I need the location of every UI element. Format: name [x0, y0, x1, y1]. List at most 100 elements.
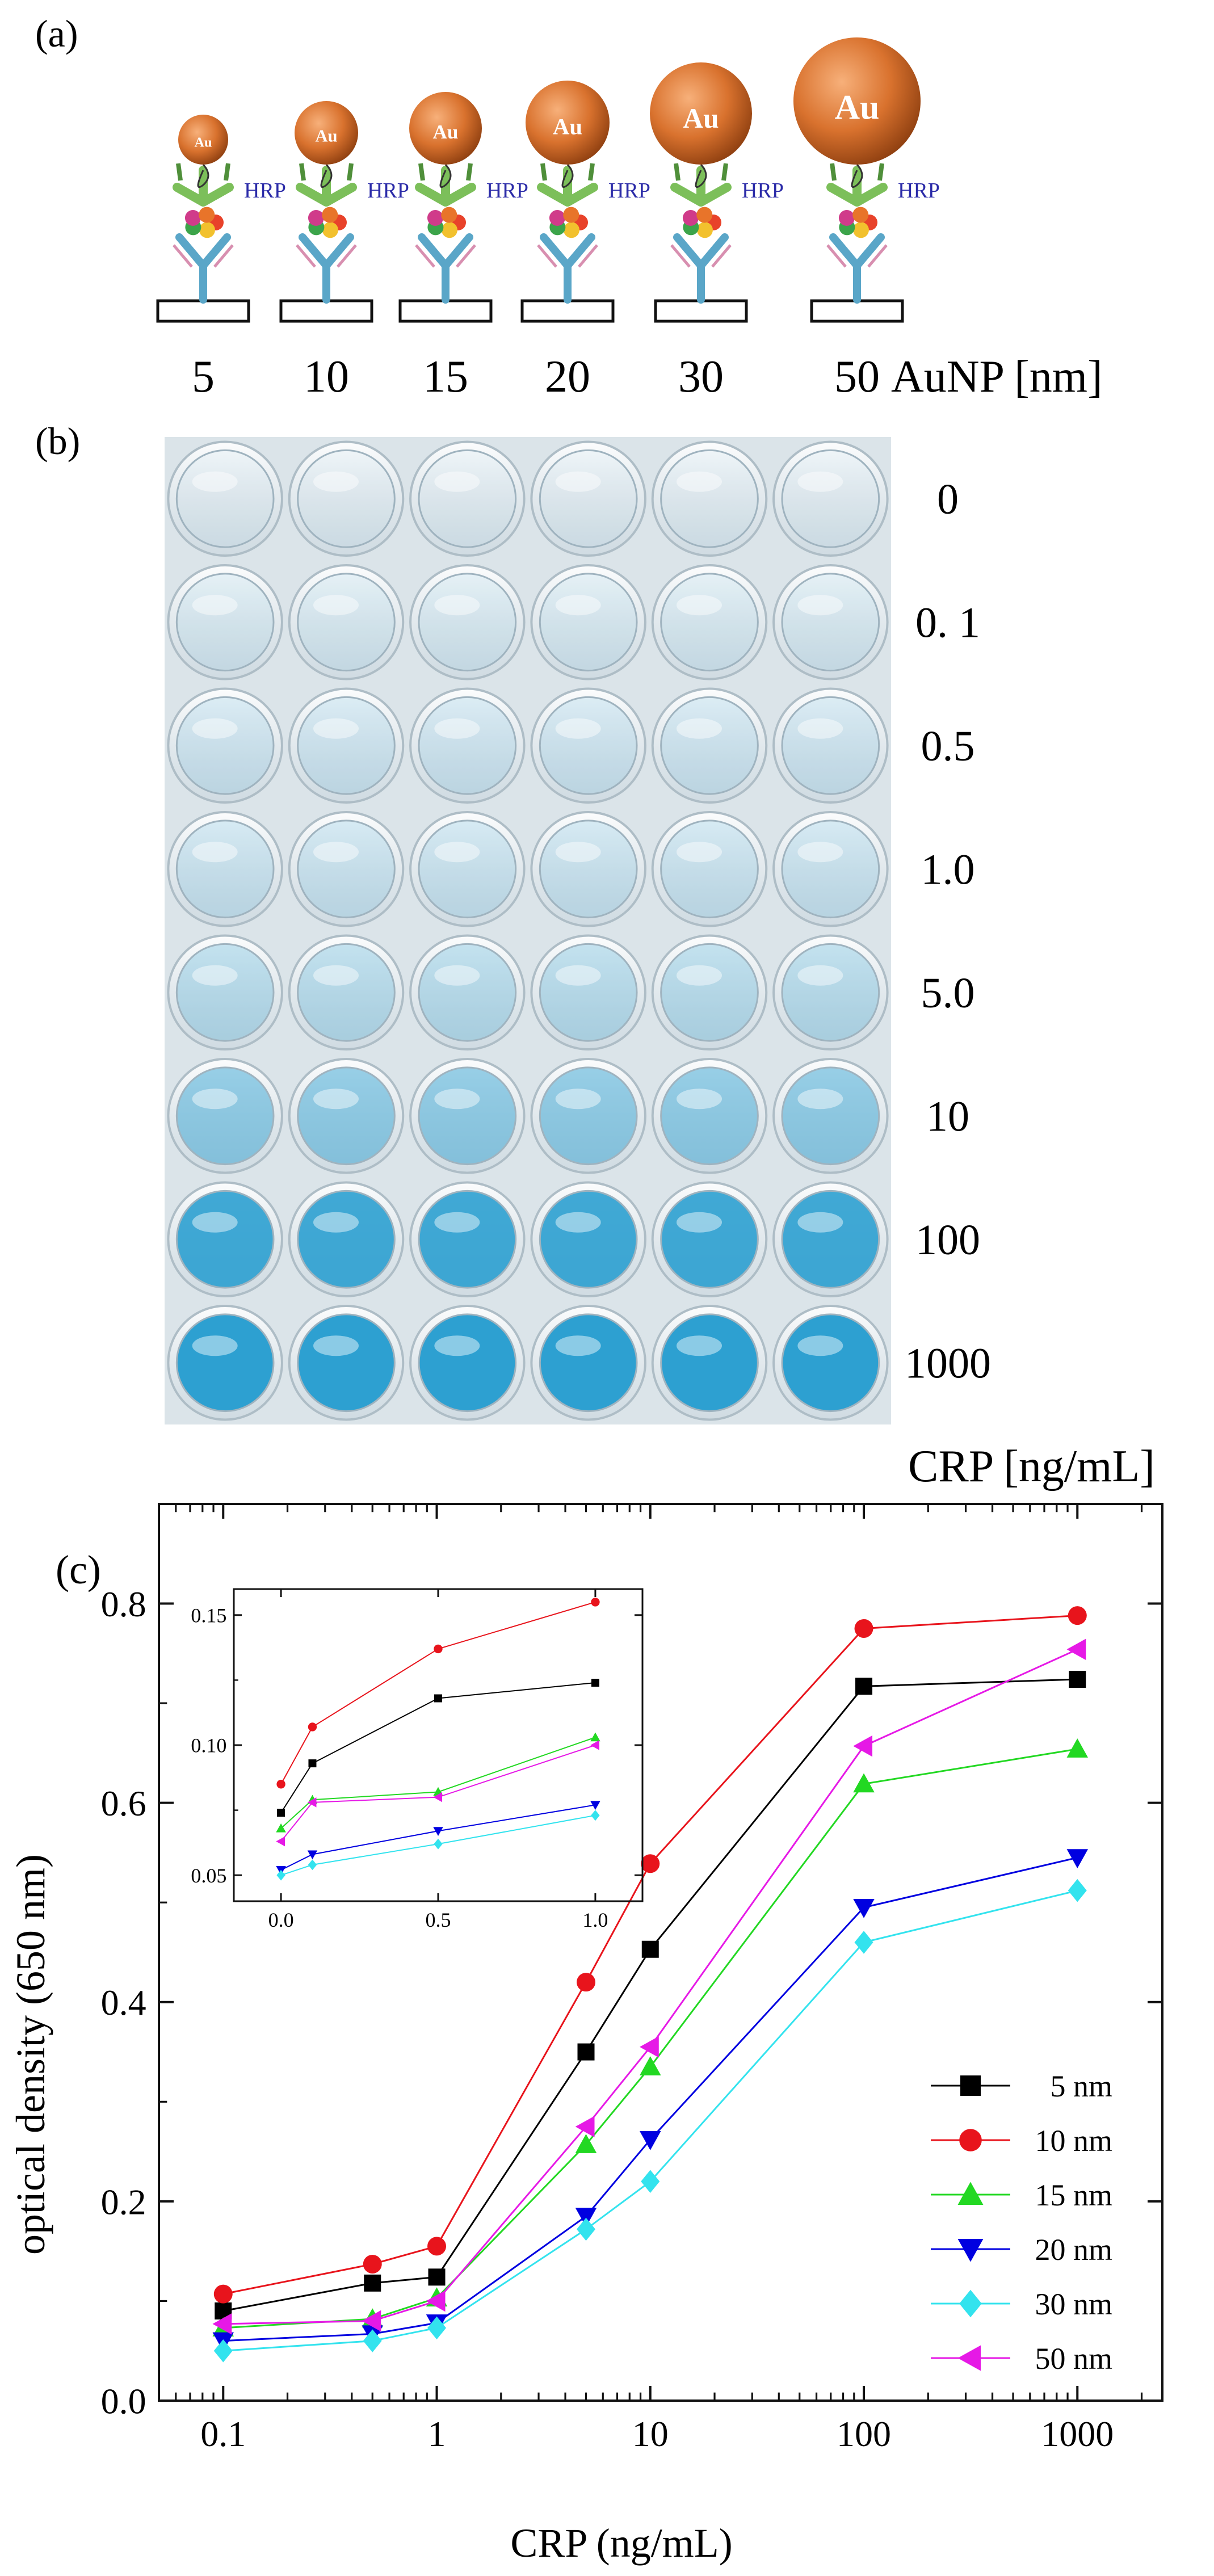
detection-antibody-icon [537, 166, 598, 207]
data-point [1068, 1879, 1087, 1902]
well [530, 440, 646, 557]
well-rim [651, 687, 768, 804]
well-rim [530, 810, 646, 927]
well-highlight [434, 842, 480, 863]
well-liquid [418, 449, 517, 548]
well-rim [772, 564, 889, 680]
well [530, 564, 646, 680]
legend-marker [959, 2129, 982, 2151]
well [409, 810, 526, 927]
crp-antigen-icon [199, 207, 215, 223]
data-point [853, 1773, 875, 1793]
series-line [223, 1889, 1078, 2352]
well-liquid [781, 1066, 880, 1166]
data-point [640, 2036, 659, 2058]
aunp-size-label: 10 [304, 352, 349, 402]
well-rim [409, 934, 526, 1051]
well-liquid [781, 449, 880, 548]
capture-antibody-icon [418, 233, 473, 304]
well [409, 687, 526, 804]
antibody-chain-icon [826, 244, 888, 268]
series-15-nm [212, 1738, 1089, 2337]
sandwich-assay-unit: Au HRP 20 [520, 81, 650, 402]
gold-nanoparticle-icon [178, 115, 228, 165]
series-line [280, 1682, 596, 1813]
well [167, 687, 283, 804]
well-highlight [434, 1212, 480, 1233]
concentration-label: 5.0 [921, 969, 975, 1017]
well [167, 1181, 283, 1298]
well-liquid [539, 943, 638, 1042]
legend-marker [959, 2289, 982, 2318]
concentration-label: 10 [926, 1092, 969, 1140]
well-rim [530, 564, 646, 680]
well-highlight [192, 471, 238, 492]
concentration-label: 1000 [905, 1339, 991, 1387]
well-liquid [781, 1190, 880, 1289]
well-highlight [313, 842, 359, 863]
well-highlight [434, 595, 480, 616]
crp-antigen-icon [682, 209, 699, 226]
crp-antigen-icon [199, 222, 215, 238]
well [772, 1181, 889, 1298]
well-rim [288, 687, 405, 804]
x-tick-label: 10 [632, 2414, 669, 2454]
well-rim [772, 810, 889, 927]
well-rim [409, 564, 526, 680]
sandwich-assay-unit: Au HRP 30 [650, 62, 784, 402]
hrp-label: HRP [486, 179, 528, 203]
well-highlight [797, 1089, 843, 1110]
well-rim [167, 810, 283, 927]
legend-marker [957, 2182, 984, 2205]
well-highlight [313, 1089, 359, 1110]
well-rim [530, 687, 646, 804]
data-point [427, 2316, 447, 2340]
well [530, 934, 646, 1051]
detection-antibody-icon [296, 166, 357, 207]
well [651, 1057, 768, 1174]
well-rim [651, 440, 768, 557]
well-liquid [539, 449, 638, 548]
well-liquid [297, 943, 396, 1042]
well-liquid [175, 820, 275, 919]
well-highlight [313, 1212, 359, 1233]
capture-antibody-icon [829, 233, 885, 304]
linker-icon [197, 163, 209, 188]
well-liquid [781, 696, 880, 795]
well-highlight [555, 1212, 601, 1233]
data-point [362, 2310, 381, 2332]
well-highlight [313, 965, 359, 986]
well-grid [167, 440, 889, 1421]
well-highlight [434, 1089, 480, 1110]
antibody-chain-icon [296, 244, 357, 268]
concentration-label: 0 [937, 476, 959, 523]
data-point [434, 1694, 442, 1703]
x-tick-label: 1 [428, 2414, 446, 2454]
well-liquid [418, 573, 517, 672]
y-tick-label: 0.2 [101, 2182, 146, 2222]
well-liquid [418, 1190, 517, 1289]
data-point [276, 1869, 285, 1881]
well-liquid [418, 1066, 517, 1166]
well-highlight [797, 471, 843, 492]
well-highlight [192, 595, 238, 616]
crp-antigen-icon [696, 222, 713, 238]
well-liquid [297, 573, 396, 672]
well-highlight [677, 965, 722, 986]
au-label: Au [835, 88, 880, 127]
well [409, 1304, 526, 1421]
well-liquid [660, 696, 759, 795]
well-liquid [175, 1066, 275, 1166]
data-point [434, 1838, 443, 1850]
aunp-size-label: 30 [678, 352, 724, 402]
main-chart: 0.1 1 10 100 1000 0.0 0.2 0.4 0.6 0.8 [101, 1503, 1163, 2454]
well [288, 934, 405, 1051]
legend-item: 15 nm [931, 2178, 1112, 2212]
well [530, 1304, 646, 1421]
data-point [591, 1810, 600, 1821]
y-tick-label: 0.15 [191, 1604, 226, 1627]
series-line [280, 1814, 596, 1876]
data-point [427, 2237, 447, 2256]
well-rim [167, 564, 283, 680]
